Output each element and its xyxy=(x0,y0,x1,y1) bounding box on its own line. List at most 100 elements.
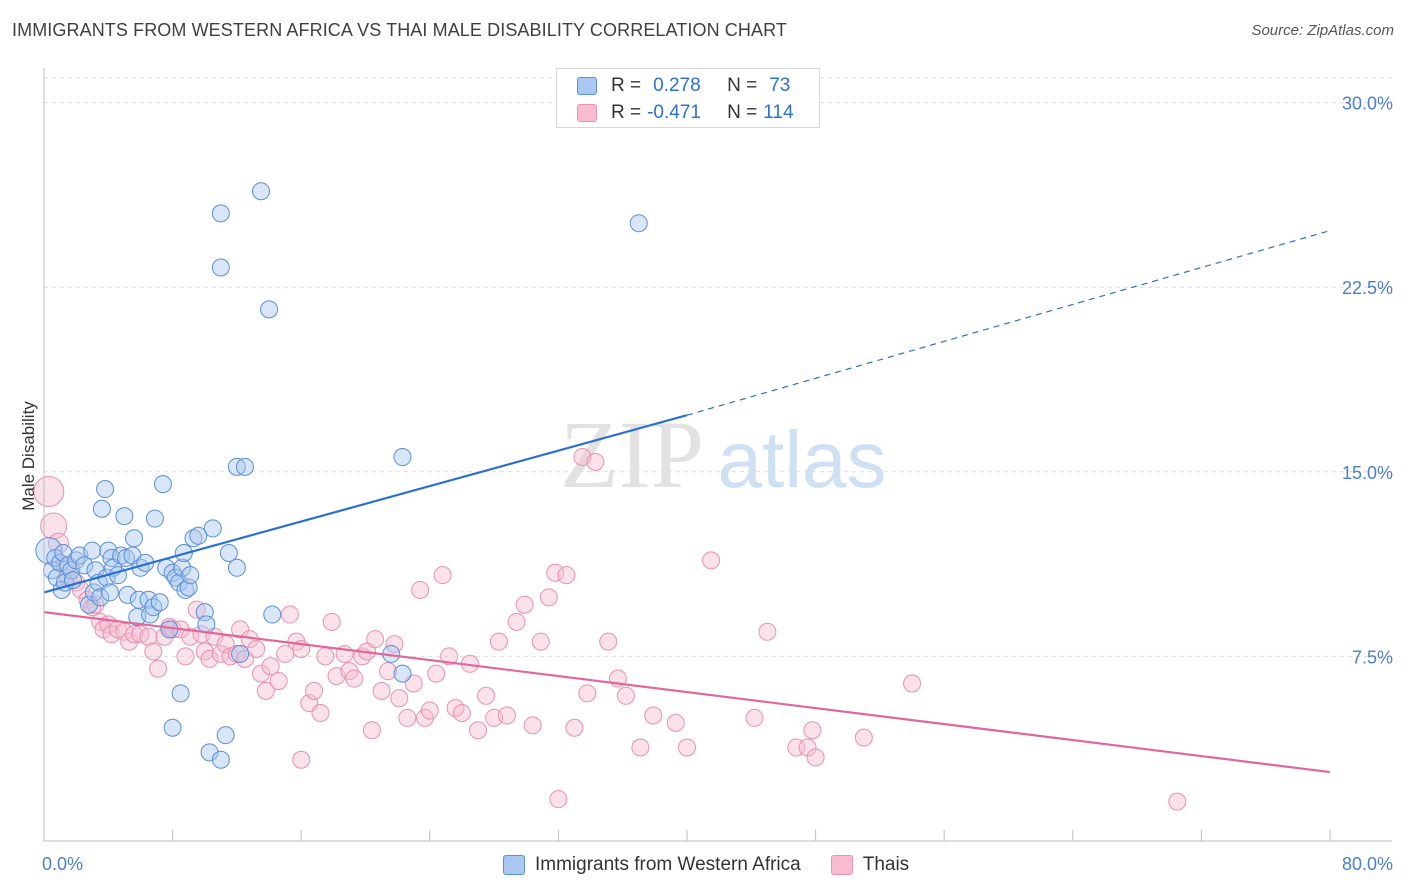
western-africa-point xyxy=(393,448,412,467)
thais-point xyxy=(745,708,764,727)
thais-point xyxy=(256,681,275,700)
thais-point xyxy=(411,580,430,599)
western-africa-point xyxy=(166,568,185,587)
thais-point xyxy=(523,716,542,735)
western-africa-point xyxy=(163,563,182,582)
legend-row-thais: R = -0.471 N = 114 xyxy=(577,100,794,126)
r-label: R = xyxy=(611,75,642,96)
thais-point xyxy=(372,681,391,700)
thais-point xyxy=(362,721,381,740)
thais-point xyxy=(316,647,335,666)
thais-point xyxy=(261,657,280,676)
thais-point xyxy=(557,566,576,585)
western-africa-point xyxy=(171,684,190,703)
thais-point xyxy=(678,738,696,757)
thais-point xyxy=(616,686,635,705)
r-label: R = xyxy=(611,102,642,123)
r-value: -0.471 xyxy=(647,102,701,123)
western-africa-point xyxy=(75,556,94,575)
thais-point xyxy=(531,632,550,651)
thais-trend-line xyxy=(43,611,1331,774)
thais-point xyxy=(758,622,777,641)
thais-point xyxy=(144,642,163,661)
thais-point xyxy=(469,721,488,740)
thais-point xyxy=(149,659,168,678)
thais-point xyxy=(599,632,618,651)
n-value: 114 xyxy=(763,102,794,123)
thais-point xyxy=(903,674,922,693)
thais-point xyxy=(427,664,446,683)
western-africa-point xyxy=(92,499,111,518)
thais-point xyxy=(398,708,417,727)
thais-point xyxy=(586,452,605,471)
western-africa-point xyxy=(211,750,230,769)
thais-point xyxy=(385,635,404,654)
series-legend: Immigrants from Western Africa Thais xyxy=(503,852,939,878)
western-africa-trend-line xyxy=(43,414,688,594)
legend-item-thais[interactable]: Thais xyxy=(830,854,909,876)
thais-point xyxy=(803,721,822,740)
western-africa-point xyxy=(125,529,144,548)
western-africa-point xyxy=(83,541,102,560)
western-africa-point xyxy=(219,544,238,563)
thais-point xyxy=(578,684,597,703)
source-label: Source: ZipAtlas.com xyxy=(1251,22,1394,39)
western-africa-point xyxy=(235,457,254,476)
western-africa-trend-extension xyxy=(686,230,1331,416)
thais-point xyxy=(1168,792,1187,811)
thais-point xyxy=(345,669,364,688)
n-value: 73 xyxy=(769,75,791,96)
western-africa-point xyxy=(163,718,182,737)
thais-point xyxy=(33,475,65,507)
thais-point xyxy=(379,662,398,681)
western-africa-point xyxy=(227,558,246,577)
thais-point xyxy=(477,686,496,705)
western-africa-point xyxy=(200,743,219,762)
thais-point xyxy=(440,647,459,666)
thais-point xyxy=(546,563,565,582)
thais-point xyxy=(666,713,685,732)
western-africa-point xyxy=(629,214,648,233)
thais-point xyxy=(452,704,471,723)
thais-point xyxy=(539,588,558,607)
thais-point xyxy=(322,612,341,631)
thais-point xyxy=(305,681,324,700)
legend-swatch-blue xyxy=(503,855,525,875)
legend-item-western-africa[interactable]: Immigrants from Western Africa xyxy=(503,854,801,876)
western-africa-point xyxy=(170,573,189,592)
thais-point xyxy=(507,612,526,631)
thais-point xyxy=(420,701,439,720)
thais-point xyxy=(125,625,144,644)
thais-point xyxy=(292,750,311,769)
x-tick-label: 80.0% xyxy=(1342,854,1393,874)
legend-label-western-africa: Immigrants from Western Africa xyxy=(535,854,801,875)
legend-swatch-pink xyxy=(577,104,597,122)
western-africa-point xyxy=(150,593,169,612)
western-africa-point xyxy=(189,526,208,545)
thais-point xyxy=(515,595,534,614)
thais-point xyxy=(433,566,452,585)
western-africa-point xyxy=(263,605,282,624)
thais-point xyxy=(549,790,568,809)
thais-point xyxy=(176,647,195,666)
correlation-legend: R = 0.278 N = 73 R = -0.471 N = 114 xyxy=(556,68,820,128)
thais-point xyxy=(631,738,650,757)
thais-point xyxy=(644,706,663,725)
thais-point xyxy=(247,640,266,659)
western-africa-point xyxy=(91,588,110,607)
watermark-atlas: atlas xyxy=(718,415,887,504)
western-africa-point xyxy=(108,566,127,585)
thais-point xyxy=(854,728,873,747)
y-tick-label: 22.5% xyxy=(1342,278,1393,298)
western-africa-point xyxy=(211,204,230,223)
western-africa-point xyxy=(115,507,134,526)
x-tick-label: 0.0% xyxy=(42,854,83,874)
western-africa-point xyxy=(153,475,172,494)
thais-point xyxy=(139,627,158,646)
y-tick-label: 7.5% xyxy=(1352,647,1393,667)
y-tick-label: 30.0% xyxy=(1342,94,1393,114)
western-africa-point xyxy=(176,580,195,599)
thais-point xyxy=(200,649,219,668)
n-label: N = xyxy=(727,102,758,123)
